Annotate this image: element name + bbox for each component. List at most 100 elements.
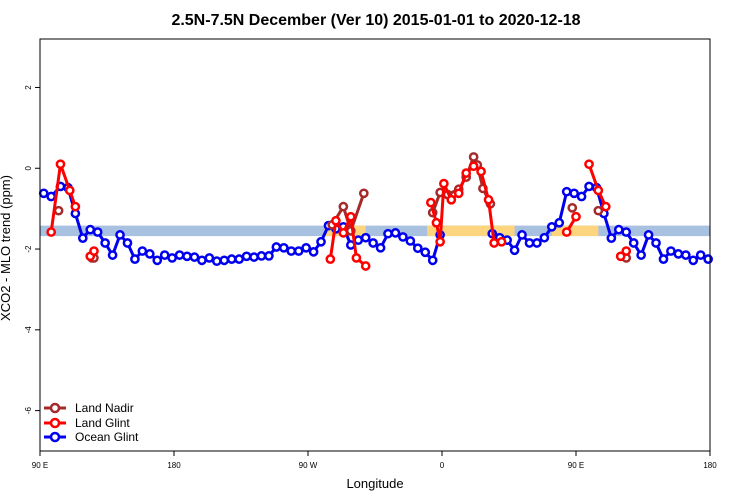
- data-point-ocean-glint-1-4: [518, 231, 525, 238]
- legend-label-land-nadir: Land Nadir: [75, 401, 134, 415]
- data-point-ocean-glint-1-11: [571, 190, 578, 197]
- chart-title: 2.5N-7.5N December (Ver 10) 2015-01-01 t…: [171, 12, 580, 29]
- data-point-land-glint-3-2: [437, 238, 444, 245]
- data-point-ocean-glint-0-7: [94, 228, 101, 235]
- data-point-ocean-glint-0-45: [377, 244, 384, 251]
- data-point-ocean-glint-1-19: [630, 239, 637, 246]
- data-point-ocean-glint-0-0: [40, 190, 47, 197]
- y-tick-label-1: -4: [24, 326, 33, 334]
- data-point-land-glint-0-0: [48, 228, 55, 235]
- data-point-ocean-glint-1-23: [660, 256, 667, 263]
- data-point-land-glint-0-1: [57, 161, 64, 168]
- data-point-land-glint-2-2: [340, 229, 347, 236]
- data-point-ocean-glint-0-8: [102, 239, 109, 246]
- legend-marker-land-glint: [51, 419, 59, 427]
- data-point-ocean-glint-0-34: [295, 247, 302, 254]
- data-point-ocean-glint-0-17: [169, 254, 176, 261]
- data-point-ocean-glint-1-27: [690, 257, 697, 264]
- data-point-ocean-glint-0-19: [183, 253, 190, 260]
- data-point-ocean-glint-0-29: [258, 252, 265, 259]
- data-point-ocean-glint-0-43: [362, 234, 369, 241]
- data-point-land-glint-4-1: [572, 213, 579, 220]
- data-point-land-glint-3-4: [448, 196, 455, 203]
- data-point-ocean-glint-1-22: [652, 239, 659, 246]
- legend-item-land-glint: Land Glint: [44, 416, 130, 430]
- y-tick-label-0: -6: [24, 407, 33, 415]
- data-point-ocean-glint-0-9: [109, 251, 116, 258]
- data-point-ocean-glint-1-8: [548, 223, 555, 230]
- data-point-ocean-glint-0-49: [407, 237, 414, 244]
- series-line-land-glint-0: [51, 164, 75, 232]
- data-point-land-glint-3-10: [491, 239, 498, 246]
- data-point-ocean-glint-1-29: [705, 256, 712, 263]
- data-point-land-glint-0-2: [66, 187, 73, 194]
- legend: Land Nadir Land Glint Ocean Glint: [44, 401, 139, 444]
- data-point-ocean-glint-1-9: [556, 219, 563, 226]
- data-point-ocean-glint-1-5: [526, 239, 533, 246]
- data-point-ocean-glint-1-25: [675, 250, 682, 257]
- data-point-ocean-glint-1-18: [623, 228, 630, 235]
- data-point-ocean-glint-0-21: [198, 257, 205, 264]
- data-point-ocean-glint-0-10: [116, 231, 123, 238]
- legend-marker-ocean-glint: [51, 433, 59, 441]
- data-point-land-glint-2-5: [362, 262, 369, 269]
- data-point-land-glint-3-3: [440, 180, 447, 187]
- data-point-ocean-glint-0-14: [146, 250, 153, 257]
- y-axis-label: XCO2 - MLO trend (ppm): [0, 175, 13, 321]
- x-tick-label-0: 90 E: [32, 461, 48, 470]
- data-point-ocean-glint-0-23: [213, 258, 220, 265]
- data-point-ocean-glint-0-15: [154, 257, 161, 264]
- data-point-land-glint-2-3: [347, 213, 354, 220]
- data-point-ocean-glint-0-35: [303, 244, 310, 251]
- data-point-land-glint-5-0: [585, 161, 592, 168]
- data-point-ocean-glint-0-37: [317, 238, 324, 245]
- data-point-ocean-glint-0-50: [414, 245, 421, 252]
- data-point-ocean-glint-0-24: [221, 257, 228, 264]
- data-point-ocean-glint-1-7: [541, 234, 548, 241]
- x-tick-label-1: 180: [167, 461, 181, 470]
- data-point-ocean-glint-0-33: [288, 247, 295, 254]
- data-point-land-glint-5-2: [602, 203, 609, 210]
- data-point-land-glint-2-0: [327, 256, 334, 263]
- data-point-land-nadir-4-0: [569, 204, 576, 211]
- data-point-ocean-glint-1-12: [578, 193, 585, 200]
- series-layer: [40, 153, 712, 269]
- data-point-land-glint-3-11: [498, 238, 505, 245]
- data-point-land-nadir-5-0: [595, 207, 602, 214]
- data-point-land-glint-1-1: [90, 247, 97, 254]
- data-point-land-glint-0-3: [72, 203, 79, 210]
- data-point-ocean-glint-1-6: [533, 239, 540, 246]
- data-point-ocean-glint-0-5: [79, 235, 86, 242]
- data-point-ocean-glint-0-16: [161, 251, 168, 258]
- data-point-land-glint-3-6: [463, 170, 470, 177]
- data-point-land-glint-6-1: [623, 247, 630, 254]
- data-point-land-glint-5-1: [595, 187, 602, 194]
- data-point-land-glint-3-5: [455, 190, 462, 197]
- y-tick-label-4: 2: [24, 85, 33, 90]
- legend-item-ocean-glint: Ocean Glint: [44, 430, 139, 444]
- data-point-ocean-glint-0-46: [384, 230, 391, 237]
- data-point-ocean-glint-1-20: [638, 251, 645, 258]
- data-point-ocean-glint-0-52: [429, 257, 436, 264]
- data-point-land-glint-2-4: [353, 254, 360, 261]
- x-axis-label: Longitude: [346, 476, 403, 491]
- data-point-ocean-glint-0-20: [191, 254, 198, 261]
- data-point-ocean-glint-0-31: [273, 243, 280, 250]
- data-point-land-nadir-2-3: [360, 190, 367, 197]
- data-point-ocean-glint-1-10: [563, 188, 570, 195]
- data-point-ocean-glint-0-28: [250, 254, 257, 261]
- data-point-ocean-glint-0-1: [48, 193, 55, 200]
- data-point-ocean-glint-0-27: [243, 253, 250, 260]
- data-point-ocean-glint-0-6: [87, 226, 94, 233]
- data-point-land-glint-3-0: [427, 199, 434, 206]
- data-point-ocean-glint-0-44: [370, 239, 377, 246]
- y-tick-label-3: 0: [24, 165, 33, 170]
- data-point-land-glint-3-7: [470, 163, 477, 170]
- data-point-ocean-glint-0-11: [124, 239, 131, 246]
- legend-item-land-nadir: Land Nadir: [44, 401, 134, 415]
- data-point-ocean-glint-0-48: [399, 233, 406, 240]
- data-point-ocean-glint-0-18: [176, 251, 183, 258]
- data-point-land-nadir-2-1: [340, 203, 347, 210]
- data-point-ocean-glint-1-21: [645, 231, 652, 238]
